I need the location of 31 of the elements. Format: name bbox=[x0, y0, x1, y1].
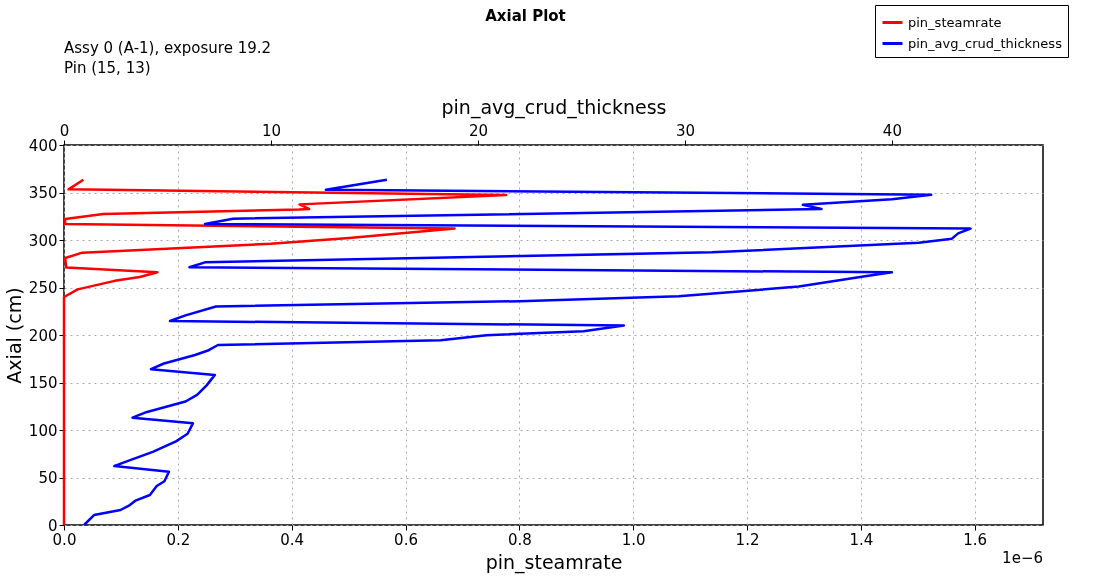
text: 1e−6 bbox=[1002, 549, 1043, 567]
x-axis-title: pin_steamrate bbox=[485, 550, 623, 574]
x-tick-label: 0.2 bbox=[166, 530, 191, 549]
y-tick-label: 150 bbox=[28, 374, 58, 392]
x-tick-label: 1.2 bbox=[735, 530, 760, 549]
x-tick-label: 0.0 bbox=[52, 530, 77, 549]
y-tick-label: 250 bbox=[28, 279, 58, 297]
x-tick-label: 0.6 bbox=[394, 530, 418, 549]
chart-title: Axial Plot bbox=[485, 7, 566, 25]
chart-subtitle: Assy 0 (A-1), exposure 19.2 Pin (15, 13) bbox=[64, 39, 272, 77]
legend-label: pin_steamrate bbox=[908, 14, 1002, 30]
x2-tick-label: 20 bbox=[468, 121, 488, 140]
x2-tick-label: 10 bbox=[261, 121, 282, 140]
x2-axis-title: pin_avg_crud_thickness bbox=[441, 95, 667, 119]
x-tick-label: 1.6 bbox=[963, 530, 988, 549]
x-tick-label: 1.0 bbox=[621, 530, 646, 549]
y-tick-label: 200 bbox=[28, 326, 58, 345]
legend-label: pin_avg_crud_thickness bbox=[908, 35, 1063, 51]
x-tick-label: 1.4 bbox=[849, 530, 874, 549]
y-tick-label: 100 bbox=[28, 421, 58, 440]
x2-tick-label: 0 bbox=[59, 121, 70, 140]
y-tick-label: 400 bbox=[28, 136, 58, 155]
y-tick-label: 50 bbox=[38, 469, 58, 487]
y-tick-label: 350 bbox=[28, 184, 58, 202]
x2-tick-label: 30 bbox=[675, 121, 695, 140]
x-tick-label: 0.8 bbox=[507, 530, 532, 549]
y-tick-label: 300 bbox=[28, 231, 58, 250]
x-tick-label: 0.4 bbox=[280, 530, 305, 549]
y-axis-title: Axial (cm) bbox=[2, 287, 25, 384]
x2-tick-label: 40 bbox=[882, 121, 902, 140]
line-series bbox=[62, 178, 508, 527]
